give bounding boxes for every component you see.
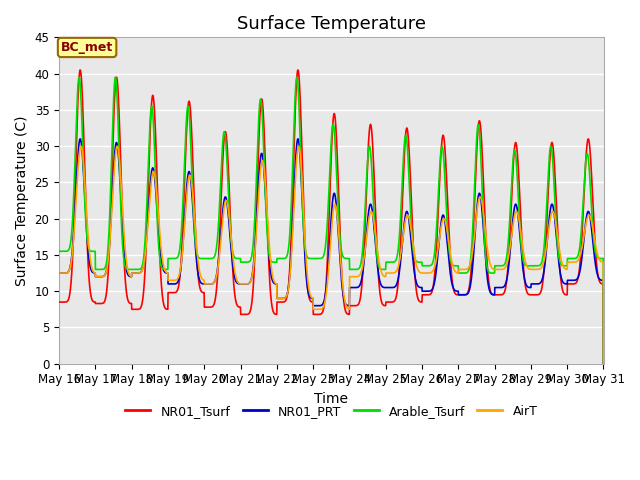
NR01_PRT (348, 285, 355, 290)
Line: NR01_PRT: NR01_PRT (59, 139, 604, 364)
NR01_Tsurf (567, 281, 575, 287)
Legend: NR01_Tsurf, NR01_PRT, Arable_Tsurf, AirT: NR01_Tsurf, NR01_PRT, Arable_Tsurf, AirT (120, 400, 542, 423)
Arable_Tsurf (359, 243, 367, 249)
Line: AirT: AirT (59, 146, 604, 364)
NR01_Tsurf (294, 67, 301, 73)
Arable_Tsurf (348, 266, 355, 272)
NR01_Tsurf (348, 303, 355, 309)
NR01_Tsurf (207, 304, 215, 310)
NR01_Tsurf (359, 267, 367, 273)
AirT (552, 218, 559, 224)
NR01_PRT (359, 268, 367, 274)
Arable_Tsurf (490, 270, 497, 276)
Line: Arable_Tsurf: Arable_Tsurf (59, 77, 604, 364)
AirT (348, 274, 355, 279)
AirT (490, 266, 497, 272)
Arable_Tsurf (600, 361, 607, 367)
Arable_Tsurf (55, 249, 63, 254)
Arable_Tsurf (207, 256, 215, 262)
Title: Surface Temperature: Surface Temperature (237, 15, 426, 33)
NR01_PRT (207, 281, 215, 287)
Y-axis label: Surface Temperature (C): Surface Temperature (C) (15, 115, 29, 286)
NR01_Tsurf (55, 299, 63, 305)
NR01_PRT (552, 225, 559, 231)
Arable_Tsurf (552, 212, 559, 218)
Arable_Tsurf (567, 256, 575, 262)
NR01_Tsurf (490, 292, 497, 298)
AirT (567, 259, 575, 265)
AirT (207, 281, 215, 287)
AirT (359, 262, 367, 267)
NR01_PRT (600, 361, 607, 367)
Arable_Tsurf (111, 74, 119, 80)
NR01_PRT (294, 136, 301, 142)
X-axis label: Time: Time (314, 392, 348, 406)
NR01_PRT (55, 270, 63, 276)
AirT (600, 361, 607, 367)
NR01_Tsurf (552, 185, 559, 191)
AirT (55, 270, 63, 276)
NR01_Tsurf (600, 361, 607, 367)
AirT (295, 143, 303, 149)
NR01_PRT (490, 292, 497, 298)
Line: NR01_Tsurf: NR01_Tsurf (59, 70, 604, 364)
Text: BC_met: BC_met (61, 41, 113, 54)
NR01_PRT (567, 277, 575, 283)
